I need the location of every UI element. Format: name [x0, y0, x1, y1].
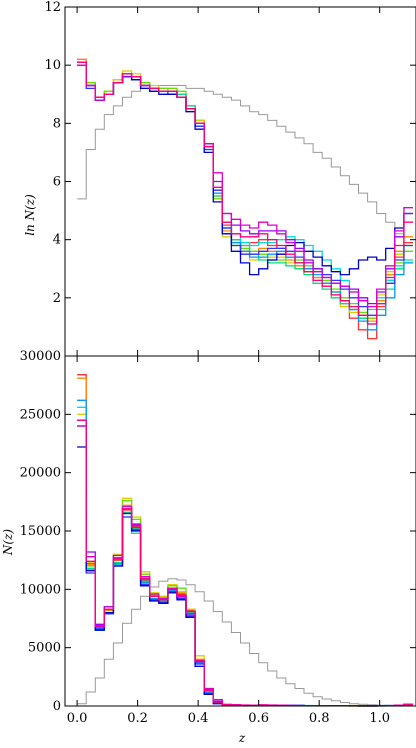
top-plot-frame: [64, 6, 416, 357]
top-series-s2: [77, 58, 413, 322]
bot-series-s3: [77, 413, 413, 707]
bot-series-s9: [77, 446, 413, 707]
bot-series-s7: [77, 399, 413, 707]
bottom-ticks: 0 5000 10000 15000 20000 25000 30000 0.0 0.2 0.4 0…: [20, 349, 416, 726]
top-ytick-label: 2: [53, 291, 61, 306]
top-ytick-label: 12: [44, 0, 61, 15]
top-series-s7: [77, 64, 413, 331]
top-series-s9: [77, 61, 413, 276]
bottom-plot-frame: [64, 355, 416, 707]
top-ytick-label: 4: [53, 233, 61, 248]
bot-ytick-label: 10000: [20, 582, 61, 597]
bot-ytick-label: 25000: [20, 407, 61, 422]
bot-ytick-label: 0: [53, 699, 61, 714]
top-ticks: 2 4 6 8 10 12: [44, 0, 416, 356]
bot-series-s8: [77, 425, 413, 707]
top-reference-series: [77, 85, 413, 244]
bottom-reference-series: [77, 578, 413, 707]
top-ytick-label: 10: [44, 58, 61, 73]
panel-bottom: 0 5000 10000 15000 20000 25000 30000 0.0 0.2 0.4 0…: [1, 349, 416, 745]
bot-ytick-label: 30000: [20, 349, 61, 364]
top-series-s8: [77, 64, 413, 316]
top-series-s1: [77, 58, 413, 340]
panel-top: 2 4 6 8 10 12 ln N(z): [23, 0, 416, 357]
bottom-xtick-label: 0.6: [248, 711, 269, 726]
bot-series-s4: [77, 425, 413, 707]
top-ytick-label: 8: [53, 116, 61, 131]
top-series-s12: [77, 61, 413, 325]
bot-series-s10: [77, 419, 413, 707]
bottom-ylabel: N(z): [1, 529, 15, 557]
bottom-xtick-label: 1.0: [369, 711, 390, 726]
top-ylabel: ln N(z): [23, 194, 37, 236]
top-series-reference: [77, 85, 413, 244]
bot-ytick-label: 20000: [20, 466, 61, 481]
bot-series-s12: [77, 419, 413, 707]
bot-series-s6: [77, 406, 413, 707]
bot-series-s2: [77, 377, 413, 707]
bottom-xtick-label: 0.2: [127, 711, 148, 726]
bot-series-s11: [77, 425, 413, 707]
bottom-xtick-label: 0.0: [67, 711, 88, 726]
bot-series-s1: [77, 374, 413, 707]
top-series-s11: [77, 64, 413, 308]
bottom-xtick-label: 0.8: [309, 711, 330, 726]
bottom-xlabel: z: [238, 731, 246, 745]
top-series-group: [77, 58, 413, 340]
bot-ytick-label: 15000: [20, 524, 61, 539]
bottom-series-group: [77, 374, 413, 707]
bot-series-reference: [77, 578, 413, 707]
bot-ytick-label: 5000: [28, 641, 61, 656]
bottom-xtick-label: 0.4: [188, 711, 209, 726]
top-ytick-label: 6: [53, 175, 61, 190]
top-series-s6: [77, 64, 413, 311]
top-series-s4: [77, 61, 413, 319]
bot-series-s5: [77, 419, 413, 707]
top-series-s3: [77, 61, 413, 319]
top-series-s10: [77, 61, 413, 305]
